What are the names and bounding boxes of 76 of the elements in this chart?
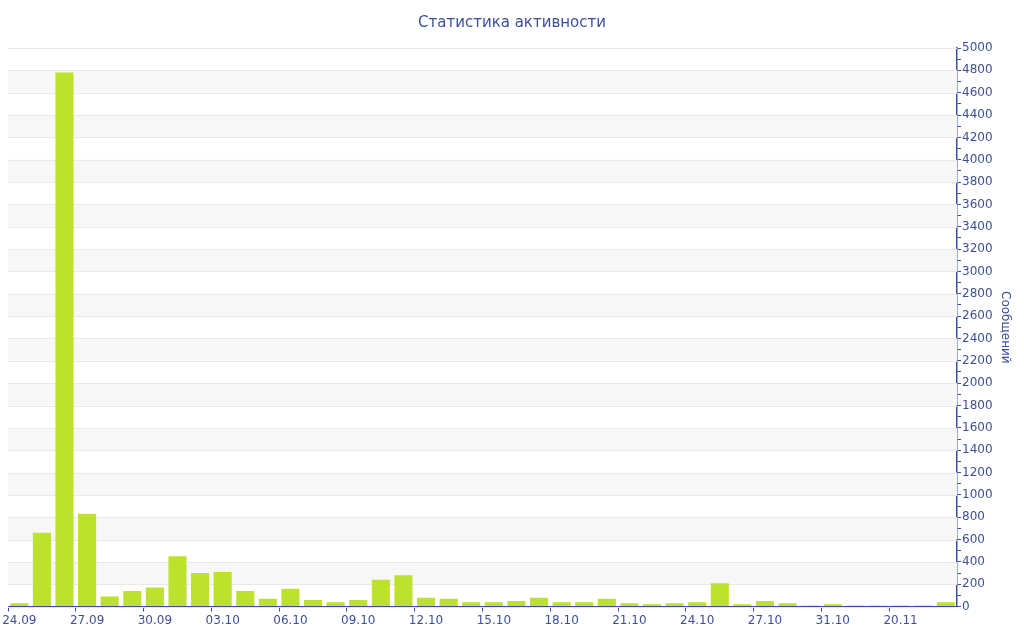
x-tick-label: 27.10: [747, 612, 783, 627]
y-tick-label: 1000: [962, 487, 993, 502]
bar: [665, 603, 684, 607]
y-tick-label: 1200: [962, 464, 993, 479]
bar: [168, 556, 187, 607]
y-tick-label: 200: [962, 576, 985, 591]
bar: [349, 599, 368, 607]
bar: [439, 598, 458, 607]
bar: [620, 603, 639, 607]
bar: [258, 598, 277, 607]
x-tick-label: 12.10: [408, 612, 444, 627]
bar: [755, 601, 775, 607]
bar: [32, 532, 51, 607]
bar: [484, 602, 503, 607]
bar: [236, 590, 255, 607]
y-tick-label: 2000: [962, 375, 993, 390]
y-tick-label: 3000: [962, 263, 993, 278]
bar: [55, 72, 74, 607]
bar: [710, 583, 729, 607]
x-tick-label: 21.10: [612, 612, 647, 627]
bar: [78, 513, 97, 607]
x-tick-label: 31.10: [815, 612, 850, 627]
bar: [417, 597, 436, 607]
y-tick-label: 1800: [962, 397, 993, 412]
bar: [213, 571, 232, 607]
x-tick-label: 06.10: [273, 612, 308, 627]
bar: [123, 590, 142, 607]
y-tick-label: 4200: [962, 129, 993, 144]
chart-title: Статистика активности: [418, 12, 606, 31]
bar: [529, 597, 549, 607]
bar: [507, 601, 526, 607]
x-tick-label: 27.09: [69, 612, 105, 627]
x-tick-label: 03.10: [205, 612, 240, 627]
y-tick-label: 3600: [962, 196, 993, 211]
x-tick-label: 24.09: [2, 612, 37, 627]
y-tick-label: 2400: [962, 330, 993, 345]
bar: [688, 602, 707, 607]
bar: [281, 588, 300, 607]
bar: [326, 602, 345, 607]
bar: [371, 579, 390, 607]
y-tick-label: 4000: [962, 151, 993, 166]
x-tick-label: 15.10: [476, 612, 512, 627]
y-tick-label: 3200: [962, 241, 993, 256]
y-tick-label: 400: [962, 554, 985, 569]
bar: [462, 602, 481, 607]
y-tick-label: 4600: [962, 84, 993, 99]
x-tick-label: 18.10: [544, 612, 579, 627]
y-tick-label: 2600: [962, 308, 993, 323]
x-tick-label: 24.10: [680, 612, 715, 627]
bar: [191, 573, 210, 607]
bar: [936, 602, 955, 607]
y-tick-label: 600: [962, 531, 985, 546]
x-tick-label: 20.11: [883, 612, 918, 627]
bar: [10, 603, 29, 607]
y-tick-label: 3800: [962, 174, 993, 189]
x-tick-label: 30.09: [137, 612, 173, 627]
bar: [575, 602, 594, 607]
y-tick-label: 4400: [962, 107, 993, 122]
bar: [145, 587, 164, 607]
y-tick-label: 1400: [962, 442, 993, 457]
bar: [778, 603, 797, 607]
y-tick-label: 2800: [962, 285, 993, 300]
y-tick-label: 0: [962, 598, 970, 613]
bar: [394, 575, 413, 607]
bar: [304, 599, 323, 607]
x-tick-label: 09.10: [341, 612, 376, 627]
y-tick-label: 1600: [962, 419, 993, 434]
y-tick-label: 5000: [962, 40, 993, 55]
bar: [100, 596, 119, 607]
y-tick-label: 4800: [962, 62, 993, 77]
y-tick-label: 800: [962, 509, 985, 524]
bar: [552, 602, 571, 607]
bar: [597, 598, 616, 607]
y-tick-label: 2200: [962, 352, 993, 367]
y-tick-label: 3400: [962, 218, 993, 233]
y-axis-title: Сообщений: [998, 291, 1013, 364]
